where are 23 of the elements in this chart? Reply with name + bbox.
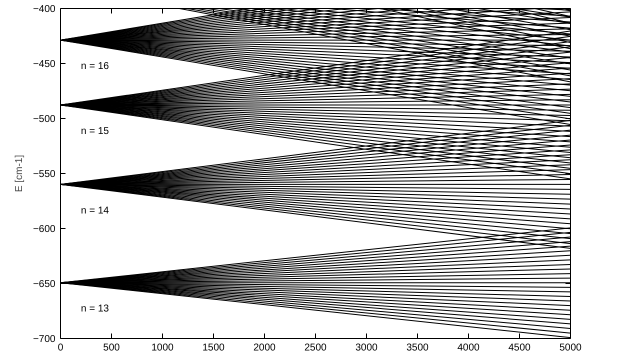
x-tick-label: 4000 [457,342,480,354]
y-tick-label: −450 [32,59,56,70]
y-tick-label: −600 [32,224,56,235]
annotation: n = 15 [80,126,110,137]
x-tick-label: 1000 [151,342,174,354]
x-tick-label: 4500 [508,342,532,354]
y-tick-label: −650 [32,279,56,290]
x-tick-label: 3000 [355,342,378,354]
annotation: n = 13 [80,304,110,315]
y-axis-title: E [cm-1] [14,154,25,192]
y-tick-label: −500 [32,114,56,125]
x-tick-label: 0 [58,342,64,354]
annotation: n = 16 [80,60,110,72]
y-tick-label: −400 [32,4,56,15]
x-tick-label: 3500 [406,342,430,354]
x-tick-label: 1500 [202,342,226,354]
x-tick-label: 2000 [253,342,276,354]
annotation: n = 14 [80,205,110,216]
y-tick-label: −700 [32,334,56,345]
y-tick-label: −550 [32,169,56,180]
x-tick-label: 500 [103,342,120,354]
x-tick-label: 2500 [304,342,328,354]
x-tick-label: 5000 [559,342,582,354]
